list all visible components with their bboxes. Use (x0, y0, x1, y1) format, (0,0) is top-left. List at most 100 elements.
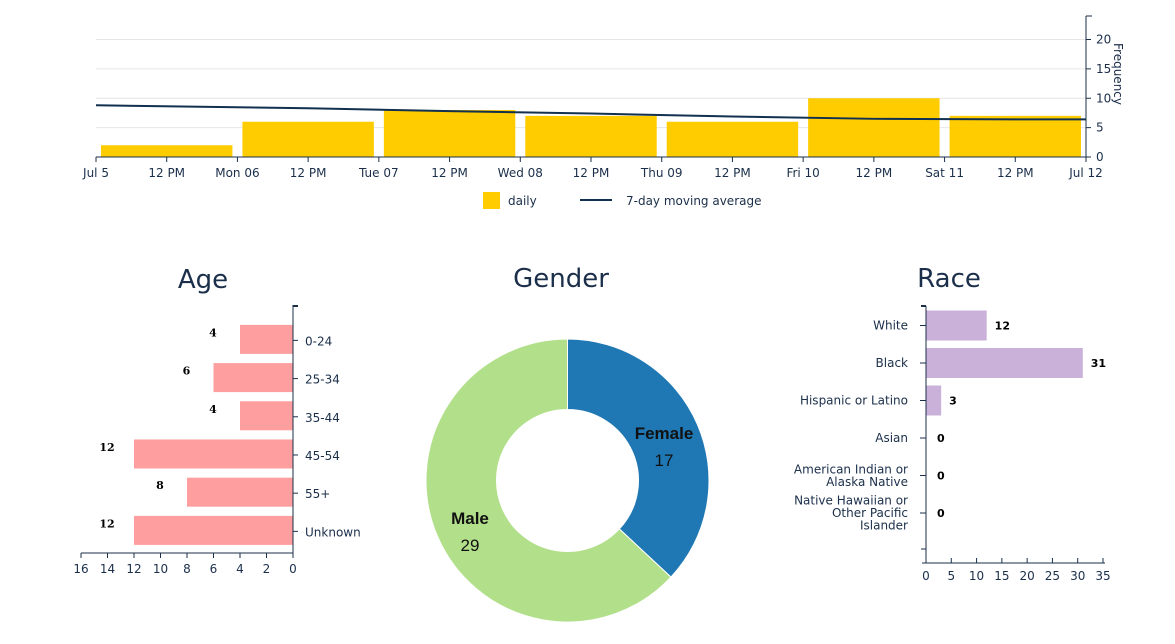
race-x-tick-label: 5 (947, 569, 955, 583)
age-bar (187, 477, 293, 507)
timeline-moving-average (95, 104, 1086, 121)
race-bar-value: 12 (995, 320, 1010, 333)
age-bar-value: 6 (183, 365, 191, 378)
age-x-tick-label: 14 (100, 562, 115, 576)
race-category-label: Native Hawaiian or (794, 494, 908, 508)
age-category-label: 55+ (305, 487, 330, 501)
age-bar-value: 4 (209, 403, 217, 416)
timeline-bar (383, 110, 516, 157)
race-bar-value: 0 (937, 507, 945, 520)
gender-chart-title: Gender (513, 264, 609, 294)
timeline-y-tick-label: 0 (1096, 150, 1104, 164)
timeline-x-tick-label: 12 PM (431, 166, 468, 180)
timeline-x-tick-label: 12 PM (856, 166, 893, 180)
timeline-x-tick-label: Jul 5 (82, 166, 109, 180)
timeline-bar (101, 145, 233, 157)
timeline-y-tick-label: 5 (1096, 121, 1104, 135)
timeline-x-tick-label: 12 PM (148, 166, 185, 180)
age-x-tick-label: 4 (236, 562, 244, 576)
race-category-label: Alaska Native (826, 475, 908, 489)
moving-average-line (95, 104, 1086, 121)
race-category-label: White (873, 319, 908, 333)
race-bars: 12 31 3 0 0 0 (926, 310, 1106, 520)
timeline-y-axis-label: Frequency (1111, 43, 1125, 105)
age-bar (240, 324, 293, 354)
age-bar-value: 12 (99, 517, 114, 530)
age-category-label: 35-44 (305, 411, 340, 425)
timeline-x-tick-label: 12 PM (573, 166, 610, 180)
timeline-x-tick-label: 12 PM (997, 166, 1034, 180)
age-bar (240, 401, 293, 431)
race-bar-value: 31 (1091, 357, 1106, 370)
age-category-label: 25-34 (305, 373, 340, 387)
age-bar-value: 4 (209, 326, 217, 339)
timeline-bar (949, 115, 1081, 157)
age-bar-value: 12 (99, 441, 114, 454)
timeline-y-tick-label: 15 (1096, 62, 1111, 76)
age-x-tick-label: 16 (73, 562, 88, 576)
age-category-label: 0-24 (305, 334, 332, 348)
race-category-label: Islander (860, 519, 908, 533)
age-x-tick-label: 2 (263, 562, 271, 576)
timeline-x-tick-label: Fri 10 (786, 166, 819, 180)
gender-donut: Female 17 Male 29 (425, 338, 710, 623)
race-x-tick-label: 15 (994, 569, 1009, 583)
gender-chart: Gender Female 17 Male 29 (425, 264, 710, 623)
race-bar-value: 0 (937, 470, 945, 483)
age-x-tick-label: 8 (183, 562, 191, 576)
legend-daily-label: daily (508, 194, 537, 208)
race-axes: White Black Hispanic or Latino Asian America… (794, 305, 1111, 583)
timeline-y-tick-label: 10 (1096, 91, 1111, 105)
legend-daily-swatch (483, 192, 500, 209)
age-bars: 4 6 4 12 8 12 (99, 324, 293, 545)
race-category-label: Other Pacific (832, 506, 908, 520)
race-bar-value: 3 (949, 395, 957, 408)
race-bar (926, 310, 987, 341)
race-category-label: American Indian or (794, 462, 908, 476)
gender-slice-male (425, 338, 672, 623)
race-bar (926, 385, 942, 416)
age-chart-title: Age (178, 265, 228, 295)
age-bar (213, 363, 293, 393)
race-x-tick-label: 25 (1045, 569, 1060, 583)
gender-slice-value: 29 (461, 536, 480, 555)
age-x-tick-label: 10 (153, 562, 168, 576)
race-category-label: Asian (875, 431, 908, 445)
timeline-x-tick-label: 12 PM (290, 166, 327, 180)
timeline-x-tick-label: 12 PM (714, 166, 751, 180)
race-x-tick-label: 20 (1020, 569, 1035, 583)
legend-average-label: 7-day moving average (626, 194, 761, 208)
age-category-label: 45-54 (305, 449, 340, 463)
timeline-bar (808, 98, 940, 157)
race-bar (926, 348, 1083, 378)
age-bar-value: 8 (156, 479, 164, 492)
timeline-bar (242, 121, 374, 157)
timeline-x-tick-label: Mon 06 (215, 166, 259, 180)
race-x-tick-label: 10 (969, 569, 984, 583)
race-x-tick-label: 0 (922, 569, 930, 583)
timeline-bar (525, 115, 657, 157)
race-x-tick-label: 35 (1095, 569, 1110, 583)
timeline-bars (101, 98, 1081, 157)
age-x-tick-label: 0 (289, 562, 297, 576)
timeline-legend[interactable]: daily 7-day moving average (483, 192, 761, 209)
race-category-label: Black (876, 356, 909, 370)
gender-slice-label: Male (451, 509, 489, 528)
race-x-tick-label: 30 (1070, 569, 1085, 583)
age-bar (134, 515, 293, 545)
timeline-y-tick-label: 20 (1096, 33, 1111, 47)
race-bar-value: 0 (937, 432, 945, 445)
race-chart-title: Race (917, 264, 981, 294)
age-x-tick-label: 6 (210, 562, 218, 576)
timeline-chart: Jul 5 12 PM Mon 06 12 PM Tue 07 12 PM Wed 08 12… (82, 15, 1125, 209)
race-category-label: Hispanic or Latino (800, 394, 908, 408)
timeline-x-tick-label: Thu 09 (640, 166, 683, 180)
age-bar (134, 439, 293, 469)
age-x-tick-label: 12 (126, 562, 141, 576)
gender-slice-label: Female (635, 424, 694, 443)
timeline-x-axis: Jul 5 12 PM Mon 06 12 PM Tue 07 12 PM Wed 08 12… (82, 156, 1103, 180)
gender-slice-female (567, 338, 710, 578)
timeline-x-tick-label: Tue 07 (358, 166, 399, 180)
